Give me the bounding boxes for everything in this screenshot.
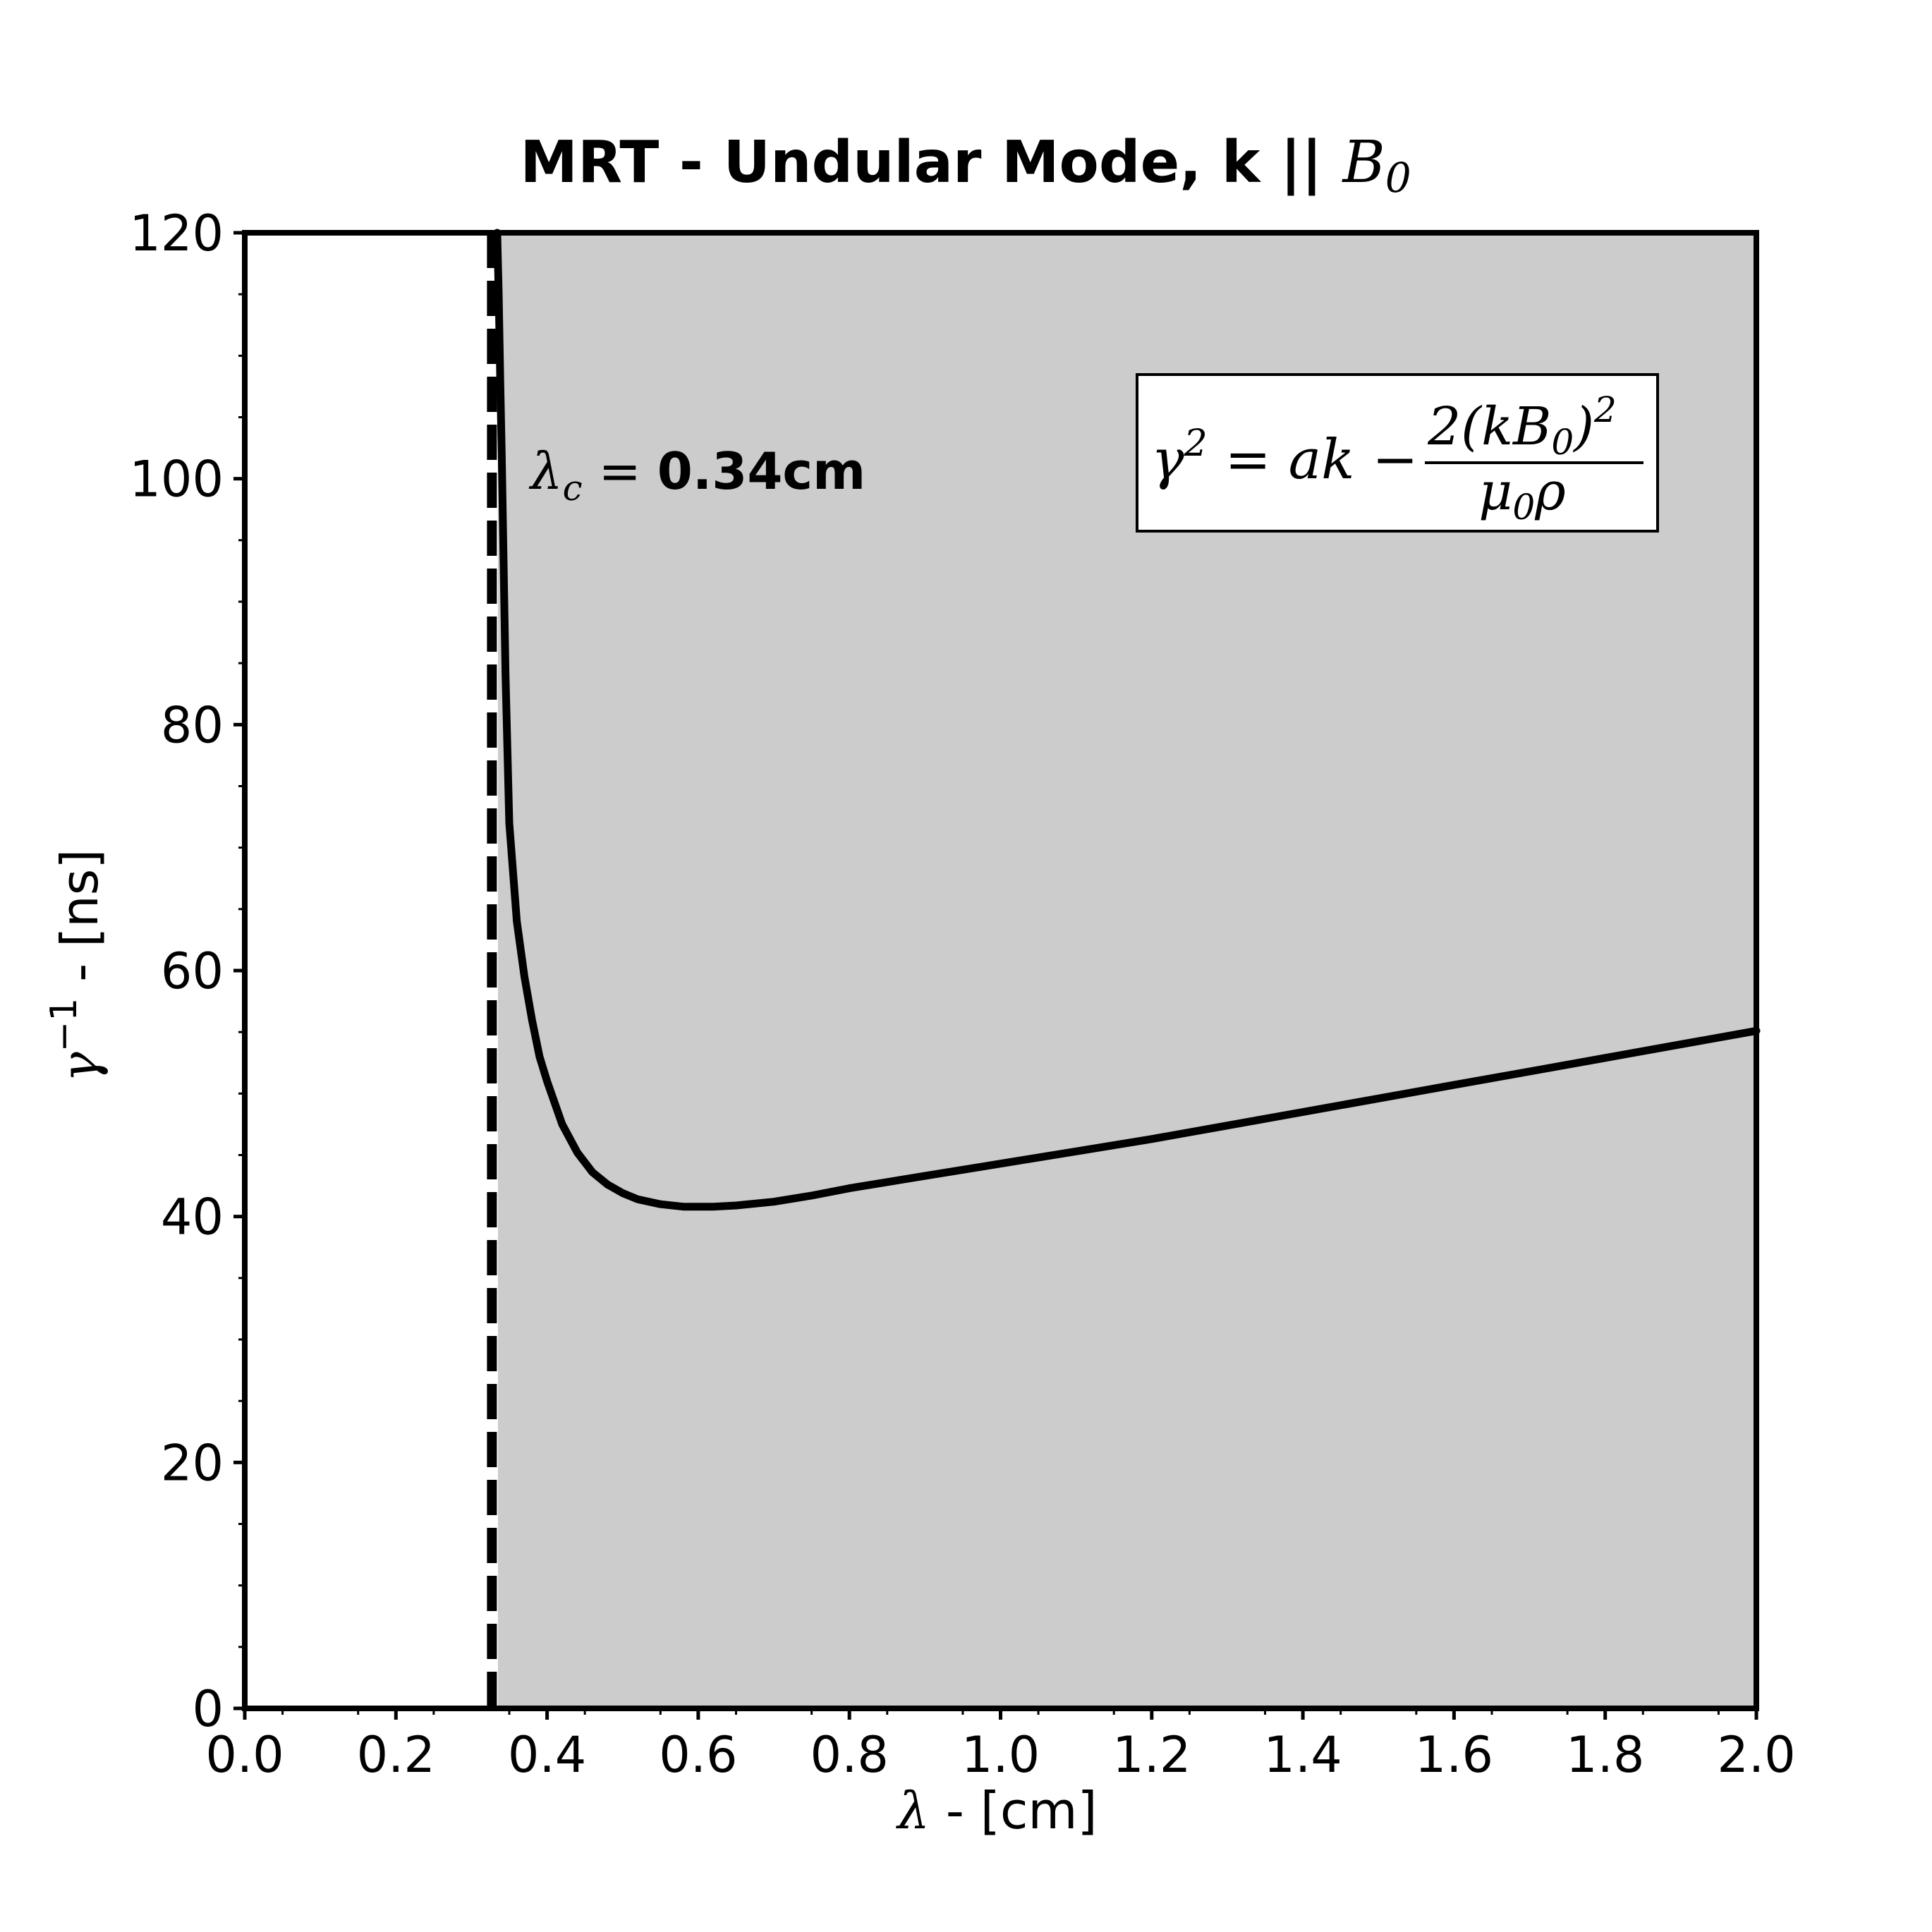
equation-box: γ2 = ak − 2(kB0)2 μ0ρ — [1136, 373, 1659, 533]
eq-minus: − — [1354, 428, 1418, 492]
x-tick-label: 0.2 — [357, 1726, 435, 1784]
eq-denom-rest: ρ — [1534, 461, 1566, 522]
crit-subscript: c — [563, 468, 583, 509]
x-tick-label: 1.4 — [1263, 1726, 1342, 1784]
x-tick-label: 1.8 — [1566, 1726, 1644, 1784]
xlabel-symbol: λ — [895, 1781, 930, 1840]
equation-box-frame — [1136, 373, 1659, 533]
y-axis-label: γ−1 - [ns] — [43, 849, 109, 1083]
title-text: MRT - Undular Mode, k || — [520, 129, 1342, 197]
crit-equals: = — [583, 442, 657, 501]
title-subscript: 0 — [1385, 154, 1411, 202]
equation-numerator: 2(kB0)2 — [1427, 389, 1617, 463]
y-tick-label: 40 — [161, 1189, 224, 1246]
eq-numer-sub: 0 — [1551, 422, 1574, 463]
ylabel-text: - [ns] — [50, 849, 109, 998]
eq-gamma-sup: 2 — [1184, 423, 1208, 465]
chart-title: MRT - Undular Mode, k || B0 — [520, 129, 1411, 202]
ylabel-symbol: γ — [50, 1051, 109, 1082]
growth-time-curve — [493, 229, 1761, 1211]
eq-denom-sub: 0 — [1512, 487, 1535, 528]
y-tick-label: 80 — [161, 696, 224, 754]
y-tick-label: 20 — [161, 1434, 224, 1492]
crit-value: 0.34cm — [657, 442, 865, 501]
title-symbol: B — [1341, 129, 1385, 196]
eq-numer: 2(kB — [1427, 396, 1551, 457]
eq-term1: ak — [1289, 428, 1355, 492]
eq-numer-close: ) — [1572, 396, 1594, 457]
y-tick-label: 120 — [129, 205, 224, 262]
y-tick-label: 60 — [161, 942, 224, 1000]
eq-denom: μ — [1478, 461, 1512, 522]
equation-denominator: μ0ρ — [1478, 461, 1565, 528]
eq-equals: = — [1208, 428, 1289, 492]
crit-symbol: λ — [528, 442, 563, 501]
x-axis-ticks: 0.0 0.2 0.4 0.6 0.8 1.0 1.2 1.4 1.6 1.8 2.0 — [205, 1708, 1796, 1784]
y-tick-label: 0 — [192, 1680, 224, 1738]
x-tick-label: 0.6 — [659, 1726, 737, 1784]
x-axis-label: λ - [cm] — [895, 1781, 1097, 1840]
x-tick-label: 1.2 — [1112, 1726, 1191, 1784]
ylabel-superscript: −1 — [43, 998, 85, 1052]
x-tick-label: 0.8 — [810, 1726, 889, 1784]
x-tick-label: 2.0 — [1717, 1726, 1795, 1784]
y-axis-ticks: 0 20 40 60 80 100 120 — [129, 205, 245, 1738]
x-tick-label: 1.0 — [961, 1726, 1040, 1784]
y-tick-label: 100 — [129, 451, 224, 509]
eq-numer-sup: 2 — [1593, 389, 1617, 430]
critical-wavelength-label: λc = 0.34cm — [528, 442, 865, 509]
equation-lhs: γ2 = ak − — [1151, 423, 1418, 492]
xlabel-text: - [cm] — [930, 1781, 1098, 1840]
x-tick-label: 1.6 — [1415, 1726, 1493, 1784]
x-tick-label: 0.0 — [205, 1726, 284, 1784]
eq-gamma: γ — [1151, 428, 1184, 492]
x-tick-label: 0.4 — [508, 1726, 586, 1784]
